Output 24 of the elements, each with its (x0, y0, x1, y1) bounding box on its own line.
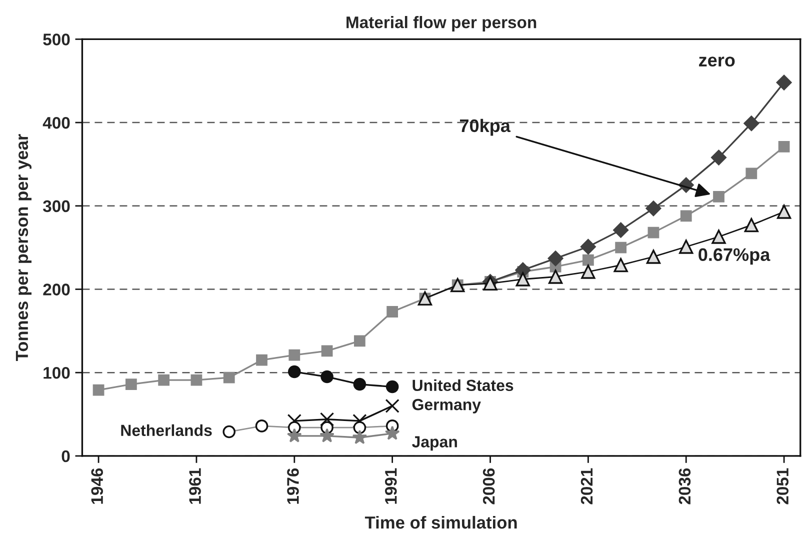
series-label: Japan (412, 436, 457, 451)
x-tick-label: 2006 (482, 468, 495, 504)
x-tick-label: 2051 (776, 468, 789, 504)
y-axis-title: Tonnes per person per year (16, 134, 32, 362)
text: 70kpa (460, 118, 511, 136)
x-tick-label: 1976 (287, 468, 299, 504)
series-label: Germany (412, 398, 481, 414)
y-tick-label: 400 (42, 116, 70, 129)
series-label: Netherlands (121, 424, 212, 436)
x-tick-label: 1946 (91, 468, 104, 504)
x-tick-label: 1991 (384, 468, 397, 504)
x-tick-label: 2021 (580, 468, 593, 504)
chart-title: Material flow per person (346, 16, 536, 32)
x-tick-label: 2036 (678, 468, 691, 504)
y-tick-label: 500 (43, 34, 70, 46)
x-axis-title: Time of simulation (364, 516, 517, 529)
y-tick-label: 0 (62, 450, 70, 462)
series-label: United States (412, 379, 514, 392)
y-tick-label: 300 (42, 200, 70, 212)
x-tick-label: 1961 (189, 468, 201, 504)
text: zero (699, 56, 735, 67)
y-tick-label: 100 (44, 367, 70, 379)
y-tick-label: 200 (43, 284, 70, 296)
series-label: 0.67%pa (698, 248, 770, 265)
